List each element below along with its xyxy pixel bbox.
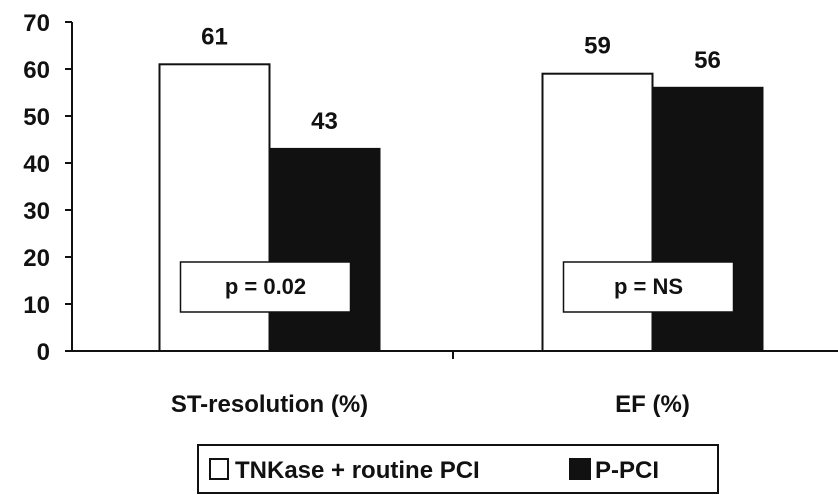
legend-label-tnkase: TNKase + routine PCI — [235, 457, 480, 484]
x-axis: ST-resolution (%) EF (%) — [72, 350, 838, 418]
p-value-annotations: p = 0.02 p = NS — [179, 261, 735, 313]
y-tick-label: 30 — [23, 198, 50, 225]
y-tick-label: 20 — [23, 245, 50, 272]
y-tick-label: 10 — [23, 292, 50, 319]
y-tick-label: 70 — [23, 10, 50, 37]
y-tick-label: 0 — [37, 339, 50, 366]
p-value-box — [179, 261, 352, 313]
data-label: 43 — [311, 108, 338, 135]
p-value-text: p = 0.02 — [225, 274, 306, 299]
x-category-label: EF (%) — [615, 391, 690, 418]
legend-swatch-tnkase — [209, 458, 229, 480]
legend: TNKase + routine PCI P-PCI — [197, 444, 719, 494]
bar — [268, 147, 381, 352]
p-value-box — [562, 261, 735, 313]
x-category-label: ST-resolution (%) — [171, 391, 368, 418]
y-tick-label: 60 — [23, 57, 50, 84]
p-value-text: p = NS — [614, 274, 683, 299]
legend-label-ppci: P-PCI — [595, 457, 659, 484]
y-axis: 0 10 20 30 40 50 60 70 — [23, 10, 73, 366]
bars: 61 43 59 56 — [158, 23, 764, 353]
legend-box — [197, 444, 719, 494]
data-label: 59 — [584, 33, 611, 60]
y-tick-label: 50 — [23, 104, 50, 131]
data-label: 56 — [694, 47, 721, 74]
y-tick-label: 40 — [23, 151, 50, 178]
legend-swatch-ppci — [569, 458, 591, 480]
data-label: 61 — [201, 23, 228, 50]
